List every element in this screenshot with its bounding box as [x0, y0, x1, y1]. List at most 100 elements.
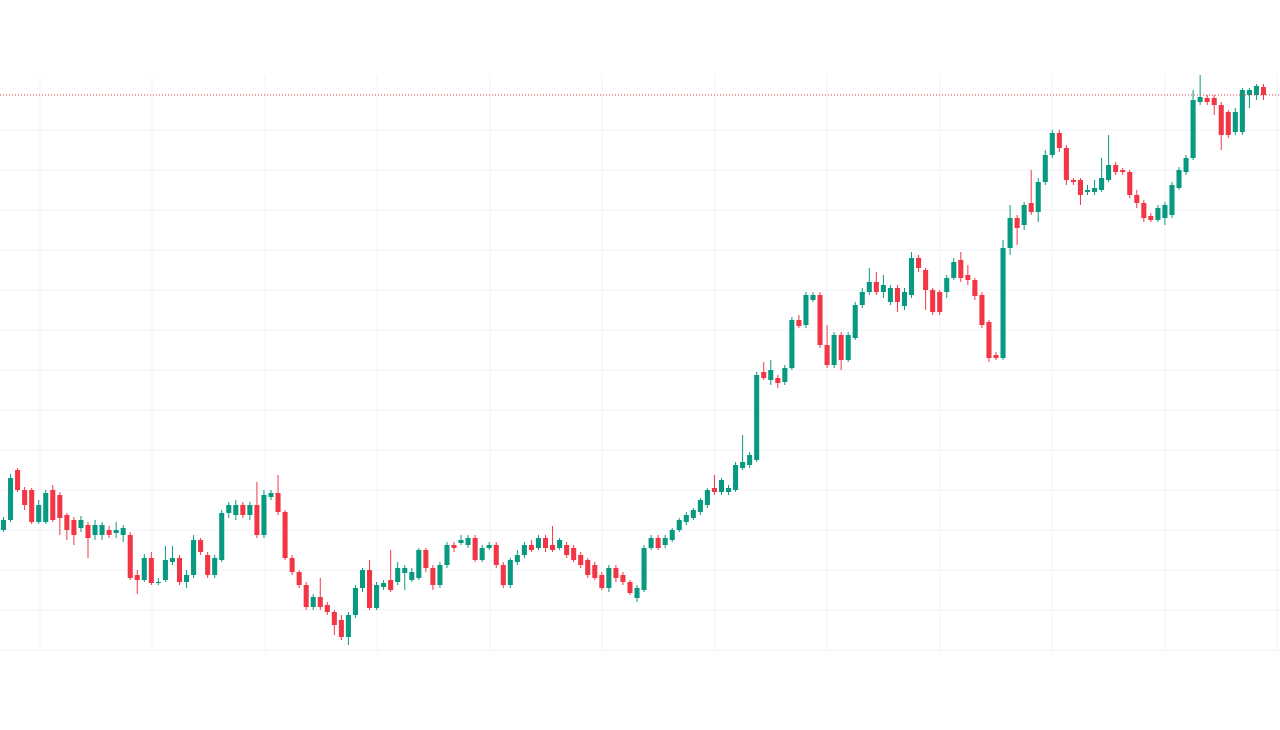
candle-body — [1099, 178, 1105, 190]
candle-body — [444, 545, 450, 565]
candle-body — [1232, 112, 1238, 132]
candle-body — [697, 500, 703, 512]
candle-body — [1260, 87, 1267, 95]
candle-body — [1028, 203, 1034, 212]
candle-body — [317, 597, 323, 607]
candle-body — [542, 538, 549, 548]
vertical-grid — [39, 75, 1278, 652]
candle-body — [1113, 165, 1119, 172]
candle-body — [1021, 205, 1027, 225]
candle-body — [1120, 170, 1126, 172]
candle-body — [831, 335, 837, 365]
candle-body — [1007, 218, 1013, 248]
candle-body — [113, 530, 119, 533]
candle-body — [71, 520, 77, 535]
candle-body — [1211, 98, 1217, 105]
candle-body — [402, 568, 408, 573]
candle-body — [43, 493, 49, 522]
candle-body — [282, 512, 288, 558]
candle-body — [676, 520, 682, 530]
candle-body — [1035, 182, 1041, 212]
candle-body — [521, 545, 527, 555]
candle-body — [1134, 195, 1140, 203]
candle-body — [1056, 133, 1062, 148]
candle-body — [465, 538, 471, 545]
candle-body — [1197, 97, 1203, 102]
candle-body — [690, 510, 696, 518]
candle-body — [479, 548, 485, 560]
candle-body — [226, 505, 232, 513]
candle-body — [275, 493, 281, 512]
candle-body — [557, 540, 563, 548]
candle-body — [458, 540, 464, 543]
candle-body — [493, 545, 499, 565]
candle-body — [289, 558, 295, 572]
candle-body — [1218, 105, 1224, 135]
candle-body — [437, 565, 443, 585]
candle-body — [219, 513, 225, 560]
candle-body — [866, 282, 872, 292]
candle-body — [8, 478, 14, 520]
candle-body — [1155, 208, 1161, 220]
candle-body — [148, 558, 154, 583]
candle-body — [613, 568, 619, 578]
candle-body — [1049, 133, 1055, 155]
candle-body — [1014, 218, 1020, 228]
candle-body — [345, 615, 351, 637]
candle-body — [951, 262, 957, 278]
candle-body — [324, 605, 330, 612]
candle-body — [36, 505, 42, 522]
candle-body — [261, 495, 267, 535]
candle-body — [740, 462, 746, 468]
candle-body — [176, 558, 183, 582]
candle-body — [993, 355, 999, 358]
candle-body — [15, 470, 21, 490]
candle-body — [768, 370, 774, 380]
candle-body — [338, 620, 344, 637]
candle-body — [99, 525, 105, 535]
candle-body — [761, 372, 767, 378]
candle-body — [169, 558, 175, 562]
candle-body — [923, 270, 929, 290]
candle-body — [381, 583, 387, 587]
candle-body — [367, 570, 373, 608]
candle-body — [944, 278, 950, 292]
candle-body — [1141, 203, 1147, 218]
candle-body — [198, 540, 204, 552]
candle-body — [986, 322, 992, 358]
candle-body — [388, 580, 394, 590]
candle-body — [106, 530, 112, 535]
candle-body — [711, 488, 717, 492]
candle-body — [64, 515, 70, 530]
candle-body — [1239, 90, 1245, 132]
candle-body — [1225, 112, 1231, 135]
candle-body — [423, 550, 429, 568]
candle-body — [233, 505, 239, 515]
candle-body — [268, 493, 274, 497]
candle-body — [733, 465, 739, 490]
candle-body — [296, 572, 302, 585]
candle-body — [486, 545, 492, 548]
candle-body — [571, 548, 577, 560]
candle-body — [212, 558, 218, 575]
candle-body — [824, 345, 830, 365]
candle-body — [374, 585, 380, 608]
candle-body — [1077, 180, 1084, 195]
candle-body — [514, 555, 520, 562]
candle-body — [620, 575, 626, 582]
candle-body — [782, 368, 788, 382]
candle-body — [191, 540, 197, 575]
candle-body — [838, 335, 844, 360]
candle-body — [247, 505, 253, 515]
candle-body — [85, 525, 91, 538]
candle-body — [578, 555, 584, 565]
candle-body — [472, 538, 478, 560]
candle-body — [1106, 165, 1112, 180]
candle-body — [430, 568, 436, 585]
candle-body — [127, 535, 133, 578]
candle-body — [909, 258, 915, 295]
candle-body — [789, 320, 795, 368]
candle-body — [395, 568, 401, 582]
candle-body — [451, 545, 457, 548]
